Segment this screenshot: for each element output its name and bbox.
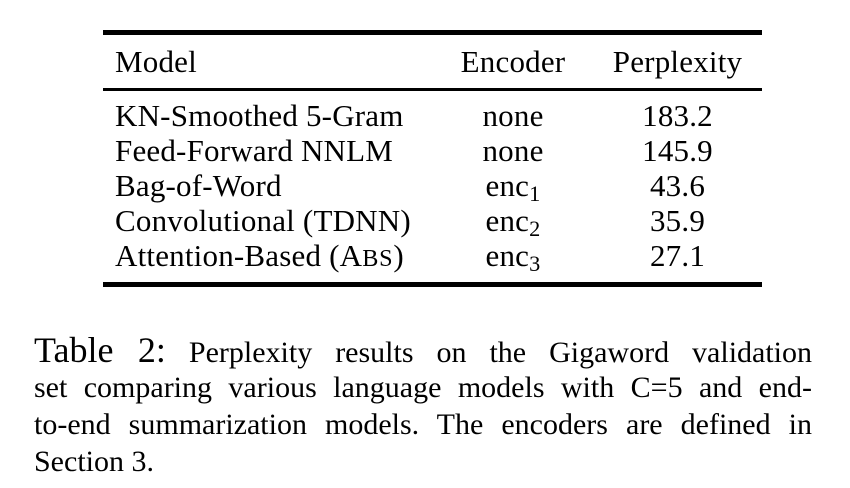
perplexity-results-table: Model Encoder Perplexity KN-Smoothed 5-G… [103,30,762,287]
table-row-attention-based-abs: Attention-Based (ABS) enc3 27.1 [103,237,762,276]
model-name: Bag-of-Word [115,167,282,203]
encoder-cell: enc2 [433,202,593,241]
encoder-name: enc [485,167,530,203]
model-name: Attention-Based (A [115,237,363,273]
table-top-rule [103,30,762,35]
model-name: Convolutional (TDNN) [115,202,411,238]
caption-line-3: to-end summarization models. The encoder… [34,408,812,441]
model-cell: KN-Smoothed 5-Gram [103,98,433,136]
perplexity-value: 145.9 [642,132,713,168]
table-row-bag-of-word: Bag-of-Word enc1 43.6 [103,167,762,206]
perplexity-value: 183.2 [642,97,713,133]
encoder-subscript: 2 [529,215,541,241]
encoder-name: none [482,132,544,168]
encoder-name: enc [485,237,530,273]
perplexity-value: 35.9 [649,202,706,238]
encoder-cell: enc1 [433,167,593,206]
encoder-cell: none [433,98,593,133]
encoder-cell: none [433,133,593,168]
perplexity-value: 27.1 [649,237,706,273]
caption-line-1: Table 2: Perplexity results on the Gigaw… [34,330,813,370]
encoder-name: none [482,97,544,133]
table-body: KN-Smoothed 5-Gram none 183.2 Feed-Forwa… [103,91,762,282]
model-name: Feed-Forward NNLM [115,132,394,168]
model-cell: Attention-Based (ABS) [103,238,433,276]
model-cell: Bag-of-Word [103,168,433,206]
model-name-suffix: ) [393,237,404,273]
table-caption: Table 2: Perplexity results on the Gigaw… [34,332,812,480]
caption-text: Perplexity results on the Gigaword valid… [188,336,813,369]
column-header-encoder: Encoder [460,43,566,79]
model-name-smallcaps: BS [362,244,394,272]
encoder-subscript: 3 [529,250,541,276]
model-cell: Convolutional (TDNN) [103,203,433,241]
caption-line-2: set comparing various language models wi… [34,371,812,404]
caption-label: Table 2: [34,330,166,370]
table-row-kn-smoothed-5-gram: KN-Smoothed 5-Gram none 183.2 [103,98,762,133]
encoder-name: enc [485,202,530,238]
perplexity-value: 43.6 [649,167,706,203]
table-row-convolutional-tdnn: Convolutional (TDNN) enc2 35.9 [103,202,762,241]
table-bottom-rule [103,281,762,287]
model-cell: Feed-Forward NNLM [103,133,433,171]
column-header-perplexity: Perplexity [612,43,743,79]
encoder-subscript: 1 [529,180,541,206]
table-mid-rule [103,88,762,91]
table-header-row: Model Encoder Perplexity [103,35,762,88]
model-name: KN-Smoothed 5-Gram [115,97,404,133]
encoder-cell: enc3 [433,237,593,276]
table-row-feed-forward-nnlm: Feed-Forward NNLM none 145.9 [103,133,762,168]
column-header-model: Model [115,43,197,79]
caption-line-4: Section 3. [34,445,154,478]
